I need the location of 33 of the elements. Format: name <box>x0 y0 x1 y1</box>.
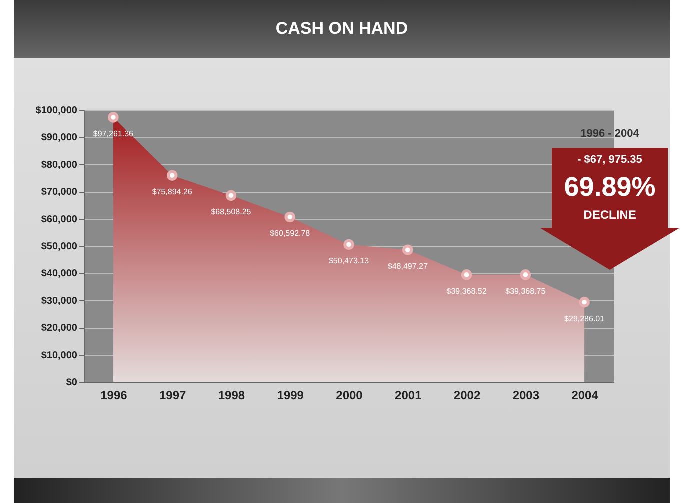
x-tick-label: 1997 <box>159 388 187 402</box>
x-tick-label: 2004 <box>572 388 599 402</box>
y-tick-label: $80,000 <box>41 160 78 171</box>
y-tick-label: $40,000 <box>41 268 78 280</box>
x-tick-label: 2002 <box>454 388 481 402</box>
y-tick-label: $70,000 <box>41 187 78 198</box>
text: $39,368.52 <box>446 286 487 296</box>
y-tick-label: $60,000 <box>41 214 78 226</box>
x-tick-label: 1996 <box>100 388 128 402</box>
text: $68,508.25 <box>211 208 252 217</box>
text: $75,894.26 <box>152 188 192 197</box>
text: $29,286.01 <box>564 314 605 324</box>
text: $39,368.75 <box>506 286 546 296</box>
x-tick-label: 2003 <box>512 388 540 402</box>
y-tick-label: $10,000 <box>41 350 78 362</box>
x-tick-label: 2000 <box>336 388 364 402</box>
annotation: - $67, 975.35 <box>576 154 644 166</box>
y-tick-label: $0 <box>66 378 78 388</box>
text: $50,473.13 <box>328 256 370 266</box>
y-tick-label: $50,000 <box>41 242 78 252</box>
annotation: DECLINE <box>582 208 638 222</box>
annotation: 1996 - 2004 <box>580 128 640 140</box>
y-tick-label: $30,000 <box>41 296 78 307</box>
x-tick-label: 1998 <box>218 388 246 402</box>
y-tick-label: $20,000 <box>41 323 78 334</box>
annotation: 69.89% <box>563 172 657 203</box>
x-tick-label: 1999 <box>277 388 304 402</box>
y-tick-label: $100,000 <box>36 106 78 116</box>
y-tick-label: $90,000 <box>41 132 78 144</box>
chart-title: CASH ON HAND <box>14 0 670 58</box>
text: $60,592.78 <box>270 229 310 238</box>
x-tick-label: 2001 <box>395 388 422 402</box>
text: $48,497.27 <box>388 262 428 272</box>
